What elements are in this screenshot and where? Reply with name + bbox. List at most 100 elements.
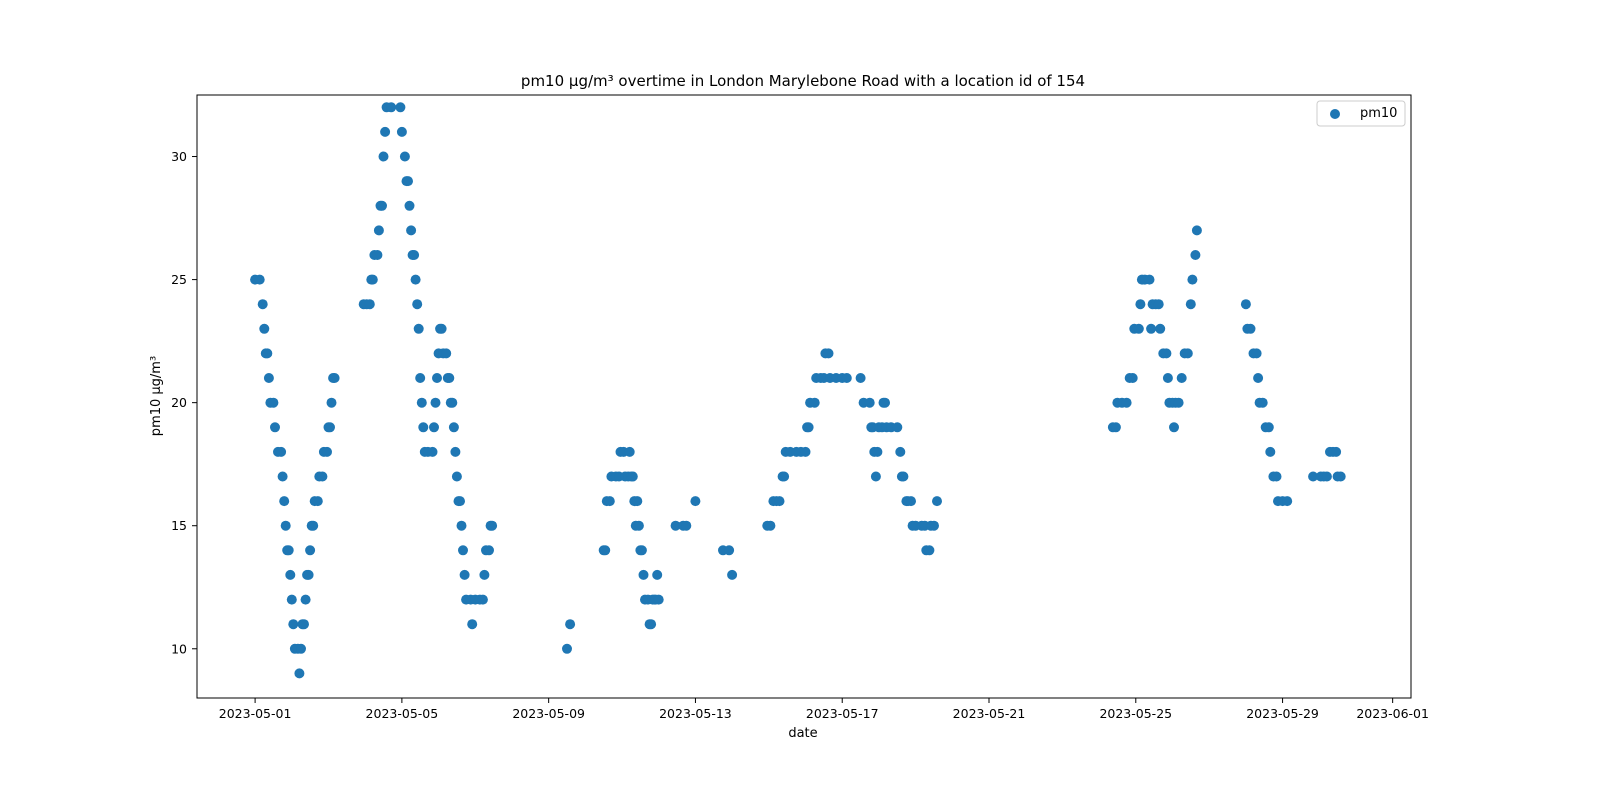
data-point xyxy=(288,619,299,630)
data-point xyxy=(377,200,387,211)
legend-marker xyxy=(1330,109,1340,119)
y-tick-label: 25 xyxy=(171,272,187,287)
data-point xyxy=(898,471,909,482)
x-tick-label: 2023-06-01 xyxy=(1356,706,1429,721)
data-point xyxy=(855,373,866,383)
data-point xyxy=(372,250,383,260)
x-tick-label: 2023-05-29 xyxy=(1246,706,1319,721)
data-point xyxy=(283,545,294,556)
data-point xyxy=(1257,397,1268,408)
data-point xyxy=(1155,323,1166,334)
data-point xyxy=(823,348,834,359)
y-tick-label: 20 xyxy=(171,395,187,410)
data-point xyxy=(399,151,410,162)
data-point xyxy=(262,348,273,359)
data-point xyxy=(404,200,415,211)
data-point xyxy=(279,496,290,507)
data-point xyxy=(447,397,458,408)
data-point xyxy=(633,520,644,531)
data-point xyxy=(870,471,881,482)
data-point xyxy=(413,323,424,334)
data-point xyxy=(403,176,413,187)
data-point xyxy=(467,619,478,630)
data-point xyxy=(906,496,916,507)
data-point xyxy=(373,225,384,236)
data-point xyxy=(1240,299,1251,310)
data-point xyxy=(803,422,814,433)
data-point xyxy=(479,569,490,580)
data-point xyxy=(864,397,875,408)
data-point xyxy=(1110,422,1121,433)
data-point xyxy=(280,520,291,531)
data-point xyxy=(1190,250,1201,260)
data-point xyxy=(924,545,935,556)
data-point xyxy=(646,619,657,630)
data-point xyxy=(1173,397,1184,408)
data-point xyxy=(1271,471,1282,482)
data-point xyxy=(653,594,664,605)
data-point xyxy=(456,520,467,531)
data-point xyxy=(779,471,790,482)
data-point xyxy=(624,446,635,457)
data-point xyxy=(303,569,314,580)
x-tick-label: 2023-05-01 xyxy=(219,706,292,721)
data-point xyxy=(455,496,465,507)
x-axis: 2023-05-01 2023-05-05 2023-05-09 2023-05-13… xyxy=(219,698,1429,721)
data-point xyxy=(774,496,785,507)
x-tick-label: 2023-05-05 xyxy=(366,706,439,721)
x-tick-label: 2023-05-09 xyxy=(512,706,585,721)
data-point xyxy=(276,446,287,457)
data-point xyxy=(364,299,375,310)
data-point xyxy=(406,225,417,236)
data-point xyxy=(441,348,452,359)
x-tick-label: 2023-05-17 xyxy=(806,706,879,721)
data-point xyxy=(1169,422,1179,433)
data-point xyxy=(396,126,407,137)
data-point xyxy=(1162,373,1173,383)
data-point xyxy=(565,619,576,630)
data-point xyxy=(1187,274,1198,285)
data-point xyxy=(636,545,647,556)
data-point xyxy=(380,126,391,137)
data-point xyxy=(254,274,265,285)
data-point xyxy=(429,422,439,433)
data-point xyxy=(270,422,280,433)
data-point xyxy=(430,397,441,408)
data-point xyxy=(1321,471,1332,482)
data-point xyxy=(627,471,638,482)
data-point xyxy=(681,520,692,531)
y-axis: 10 15 20 25 30 xyxy=(171,149,197,656)
data-point xyxy=(410,274,421,285)
data-point xyxy=(1144,274,1155,285)
data-point xyxy=(458,545,468,556)
legend: pm10 xyxy=(1316,100,1406,127)
data-point xyxy=(895,446,906,457)
data-point xyxy=(477,594,488,605)
data-point xyxy=(1245,323,1256,334)
data-point xyxy=(1176,373,1187,383)
data-point xyxy=(448,422,459,433)
data-point xyxy=(416,397,427,408)
data-point xyxy=(268,397,279,408)
data-point xyxy=(841,373,852,383)
data-point xyxy=(459,569,470,580)
data-point xyxy=(300,594,311,605)
data-point xyxy=(1263,422,1274,433)
data-point xyxy=(1253,373,1264,383)
data-point xyxy=(378,151,389,162)
y-tick-label: 30 xyxy=(171,149,187,164)
data-point xyxy=(638,569,649,580)
data-point xyxy=(929,520,939,531)
data-point xyxy=(427,446,438,457)
chart-title: pm10 µg/m³ overtime in London Marylebone… xyxy=(521,72,1085,90)
y-tick-label: 15 xyxy=(171,518,187,533)
data-point xyxy=(386,102,397,113)
data-point xyxy=(1135,299,1146,310)
data-point xyxy=(285,569,296,580)
data-point xyxy=(367,274,378,285)
data-point xyxy=(1182,348,1193,359)
data-point xyxy=(257,299,268,310)
data-point xyxy=(892,422,903,433)
data-point xyxy=(604,496,615,507)
data-point xyxy=(277,471,288,482)
